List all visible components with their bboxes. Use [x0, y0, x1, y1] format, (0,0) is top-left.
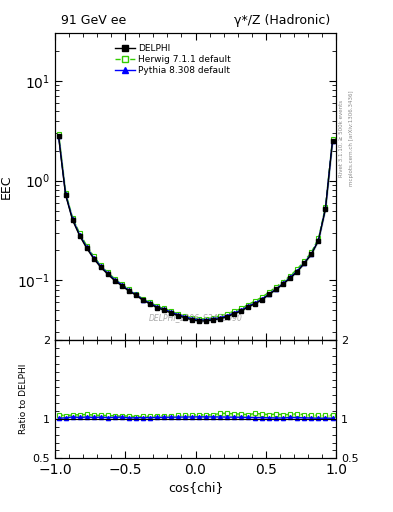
- X-axis label: cos{chi}: cos{chi}: [168, 481, 223, 494]
- Text: DELPHI_1996_S3430090: DELPHI_1996_S3430090: [149, 313, 242, 322]
- Text: γ*/Z (Hadronic): γ*/Z (Hadronic): [234, 14, 331, 27]
- Y-axis label: EEC: EEC: [0, 175, 13, 199]
- Text: Rivet 3.1.10, ≥ 500k events: Rivet 3.1.10, ≥ 500k events: [339, 100, 344, 177]
- Legend: DELPHI, Herwig 7.1.1 default, Pythia 8.308 default: DELPHI, Herwig 7.1.1 default, Pythia 8.3…: [115, 44, 231, 75]
- Y-axis label: Ratio to DELPHI: Ratio to DELPHI: [19, 364, 28, 434]
- Text: 91 GeV ee: 91 GeV ee: [61, 14, 126, 27]
- Text: mcplots.cern.ch [arXiv:1306.3436]: mcplots.cern.ch [arXiv:1306.3436]: [349, 91, 354, 186]
